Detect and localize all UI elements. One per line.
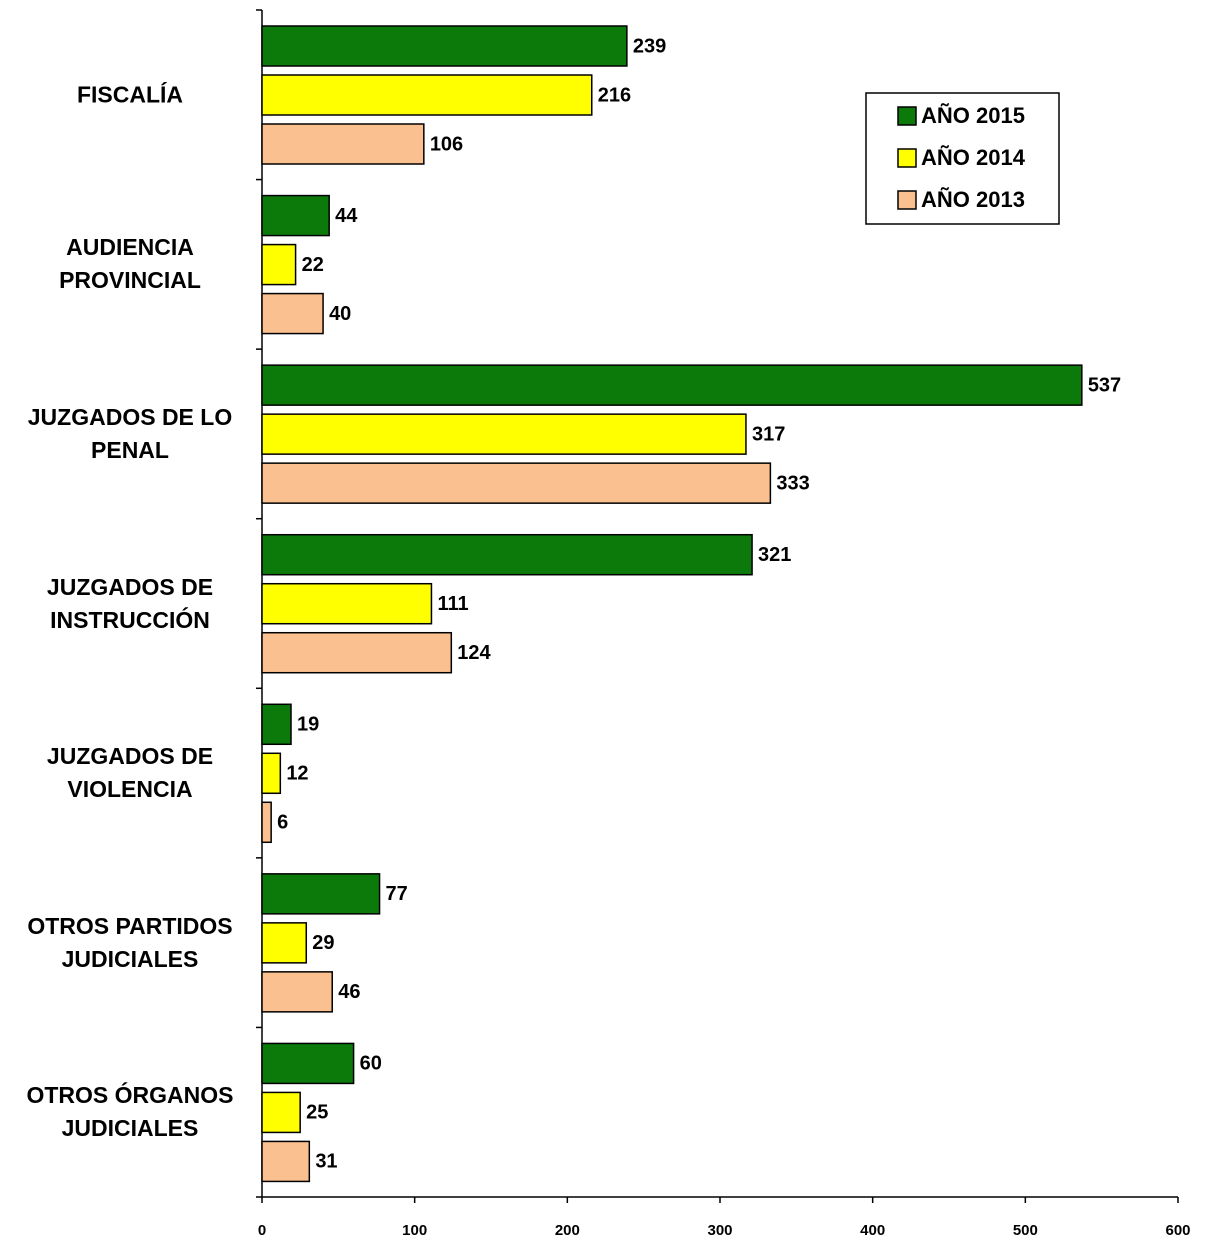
x-tick-label: 600	[1165, 1222, 1190, 1239]
x-tick-label: 100	[402, 1222, 427, 1239]
bar	[261, 74, 593, 116]
category-label: OTROS PARTIDOS JUDICIALES	[27, 912, 233, 972]
value-label: 537	[1088, 374, 1121, 396]
bar	[261, 364, 1083, 406]
bar	[261, 582, 433, 625]
bar	[261, 462, 772, 504]
bar	[261, 971, 333, 1013]
bar	[261, 25, 628, 67]
x-tick-label: 500	[1013, 1222, 1038, 1239]
bar	[261, 123, 425, 165]
value-label: 29	[312, 932, 334, 954]
legend-label: AÑO 2015	[921, 103, 1025, 128]
bar	[261, 243, 297, 286]
value-label: 19	[297, 714, 319, 736]
value-label: 77	[386, 883, 408, 905]
value-label: 106	[430, 133, 463, 155]
x-tick-label: 400	[860, 1222, 885, 1239]
bar	[261, 292, 324, 335]
bar	[261, 873, 381, 915]
value-label: 22	[302, 254, 324, 276]
bar	[261, 801, 272, 844]
value-label: 46	[338, 981, 360, 1003]
bar	[261, 533, 753, 576]
category-label: FISCALÍA	[76, 81, 184, 108]
legend-label: AÑO 2014	[921, 145, 1026, 170]
category-label: OTROS ÓRGANOS JUDICIALES	[26, 1082, 234, 1142]
x-tick-label: 200	[555, 1222, 580, 1239]
value-label: 40	[329, 303, 351, 325]
value-label: 60	[360, 1053, 382, 1075]
bar	[261, 631, 453, 674]
bar	[261, 194, 330, 237]
bar	[261, 1140, 311, 1183]
category-label: AUDIENCIA PROVINCIAL	[59, 234, 201, 294]
legend-swatch	[897, 148, 917, 168]
bar	[261, 922, 308, 964]
value-label: 44	[335, 205, 358, 227]
bar	[261, 1091, 301, 1134]
value-label: 317	[752, 423, 785, 445]
bar	[261, 1042, 355, 1085]
legend-swatch	[897, 106, 917, 126]
legend-label: AÑO 2013	[921, 187, 1025, 212]
value-label: 333	[776, 472, 809, 494]
value-label: 12	[286, 763, 308, 785]
legend-swatch	[897, 190, 917, 210]
x-tick-label: 0	[258, 1222, 266, 1239]
value-label: 111	[437, 593, 468, 615]
value-label: 216	[598, 84, 631, 106]
bar	[261, 752, 282, 795]
value-label: 31	[315, 1151, 337, 1173]
category-label: JUZGADOS DE INSTRUCCIÓN	[46, 573, 214, 633]
value-label: 25	[306, 1102, 328, 1124]
x-tick-label: 300	[707, 1222, 732, 1239]
bar	[261, 703, 292, 746]
category-label: JUZGADOS DE LO PENAL	[27, 403, 233, 463]
value-label: 239	[633, 35, 666, 57]
bar	[261, 413, 747, 455]
category-label: JUZGADOS DE VIOLENCIA	[46, 743, 214, 803]
value-label: 321	[758, 544, 791, 566]
value-label: 124	[457, 642, 491, 664]
value-label: 6	[277, 812, 288, 834]
